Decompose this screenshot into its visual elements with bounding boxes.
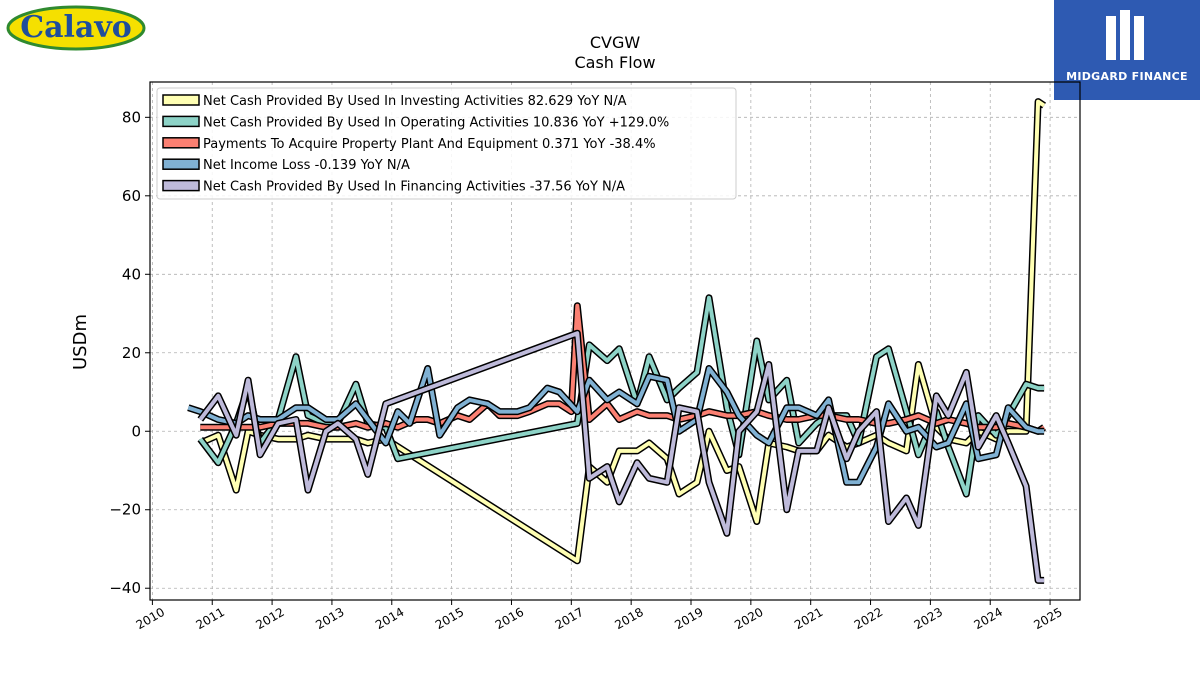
plot-frame xyxy=(149,81,1081,601)
y-tick-label: 0 xyxy=(131,422,141,440)
x-tick-label: 2017 xyxy=(553,605,586,632)
y-tick-label: −40 xyxy=(109,579,141,597)
x-tick-label: 2016 xyxy=(493,605,526,632)
x-tick-label: 2024 xyxy=(972,605,1005,632)
series-line-4 xyxy=(198,331,1045,583)
midgard-logo-mark-icon xyxy=(1106,10,1144,60)
legend-entry-3: Net Income Loss -0.139 YoY N/A xyxy=(203,158,410,173)
y-tick-label: 20 xyxy=(122,344,141,362)
calavo-logo-text: Calavo xyxy=(20,10,132,45)
y-tick-label: 40 xyxy=(122,265,141,283)
midgard-finance-logo: MIDGARD FINANCE xyxy=(1054,0,1200,100)
legend-swatch-4 xyxy=(162,179,200,192)
calavo-logo-shape xyxy=(6,5,146,51)
x-tick-label: 2012 xyxy=(253,605,286,632)
series-lines xyxy=(187,98,1047,584)
midgard-logo-text: MIDGARD FINANCE xyxy=(1066,70,1188,83)
series-line-3 xyxy=(187,366,1045,485)
x-tick-label: 2010 xyxy=(134,605,167,632)
legend-entry-4: Net Cash Provided By Used In Financing A… xyxy=(203,180,625,195)
x-tick-label: 2014 xyxy=(373,605,406,632)
legend-swatch-0 xyxy=(162,94,200,106)
series-line-2 xyxy=(200,303,1046,434)
x-tick-label: 2020 xyxy=(732,605,765,632)
x-tick-label: 2011 xyxy=(194,605,227,632)
y-tick-label: 80 xyxy=(122,108,141,126)
x-tick-label: 2022 xyxy=(852,605,885,632)
x-tick-label: 2025 xyxy=(1031,605,1064,632)
legend-entry-2: Payments To Acquire Property Plant And E… xyxy=(203,137,656,152)
x-tick-label: 2013 xyxy=(313,605,346,632)
x-tick-label: 2019 xyxy=(672,605,705,632)
x-tick-label: 2023 xyxy=(912,605,945,632)
y-axis-label: USDm xyxy=(70,314,91,370)
chart-subtitle: Cash Flow xyxy=(574,53,655,72)
y-tick-label: 60 xyxy=(122,187,141,205)
legend-entry-1: Net Cash Provided By Used In Operating A… xyxy=(203,115,669,130)
calavo-logo: Calavo xyxy=(6,5,146,51)
x-tick-label: 2021 xyxy=(792,605,825,632)
y-tick-label: −20 xyxy=(109,501,141,519)
chart-title: CVGW xyxy=(590,33,641,52)
legend-swatch-3 xyxy=(162,158,200,170)
x-tick-label: 2015 xyxy=(433,605,466,632)
legend-box xyxy=(156,87,737,200)
legend-entry-0: Net Cash Provided By Used In Investing A… xyxy=(203,94,627,109)
legend-swatch-1 xyxy=(162,115,200,128)
legend-swatch-2 xyxy=(162,137,200,149)
legend: Net Cash Provided By Used In Investing A… xyxy=(156,87,737,200)
x-tick-label: 2018 xyxy=(612,605,645,632)
